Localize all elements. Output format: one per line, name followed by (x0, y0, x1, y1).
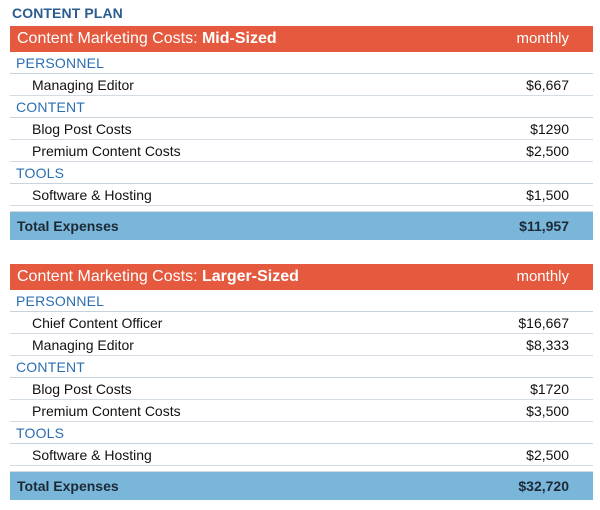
row-label: Software & Hosting (32, 447, 152, 463)
row-value: $16,667 (518, 315, 569, 331)
row-spacer (10, 466, 593, 472)
table-title-prefix: Content Marketing Costs: (17, 268, 202, 285)
table-row: Managing Editor $6,667 (10, 74, 593, 96)
table-title: Content Marketing Costs: Mid-Sized (17, 26, 277, 52)
table-title-size: Mid-Sized (201, 30, 277, 47)
table-row: Premium Content Costs $2,500 (10, 140, 593, 162)
row-value: $6,667 (526, 77, 569, 93)
total-label: Total Expenses (17, 218, 119, 234)
row-label: Managing Editor (32, 77, 134, 93)
column-header-monthly: monthly (516, 30, 569, 47)
row-value: $1290 (530, 121, 569, 137)
row-value: $2,500 (526, 143, 569, 159)
table-row: Software & Hosting $2,500 (10, 444, 593, 466)
section-tools: TOOLS (10, 422, 593, 444)
row-value: $2,500 (526, 447, 569, 463)
page-title: CONTENT PLAN (12, 5, 123, 21)
row-label: Blog Post Costs (32, 121, 132, 137)
total-row: Total Expenses $11,957 (10, 212, 593, 240)
table-header: Content Marketing Costs: Mid-Sized month… (10, 26, 593, 52)
section-tools: TOOLS (10, 162, 593, 184)
row-value: $3,500 (526, 403, 569, 419)
row-label: Premium Content Costs (32, 143, 181, 159)
total-label: Total Expenses (17, 478, 119, 494)
row-label: Chief Content Officer (32, 315, 163, 331)
section-content: CONTENT (10, 356, 593, 378)
cost-table-larger-sized: Content Marketing Costs: Larger-Sized mo… (10, 264, 593, 500)
table-row: Managing Editor $8,333 (10, 334, 593, 356)
table-row: Blog Post Costs $1720 (10, 378, 593, 400)
row-value: $1720 (530, 381, 569, 397)
cost-table-mid-sized: Content Marketing Costs: Mid-Sized month… (10, 26, 593, 240)
table-row: Software & Hosting $1,500 (10, 184, 593, 206)
table-header: Content Marketing Costs: Larger-Sized mo… (10, 264, 593, 290)
table-title-prefix: Content Marketing Costs: (17, 30, 202, 47)
row-label: Premium Content Costs (32, 403, 181, 419)
section-personnel: PERSONNEL (10, 290, 593, 312)
total-value: $32,720 (518, 478, 569, 494)
row-label: Managing Editor (32, 337, 134, 353)
table-row: Blog Post Costs $1290 (10, 118, 593, 140)
row-label: Blog Post Costs (32, 381, 132, 397)
section-personnel: PERSONNEL (10, 52, 593, 74)
table-row: Chief Content Officer $16,667 (10, 312, 593, 334)
row-value: $1,500 (526, 187, 569, 203)
row-value: $8,333 (526, 337, 569, 353)
column-header-monthly: monthly (516, 268, 569, 285)
table-title: Content Marketing Costs: Larger-Sized (17, 264, 299, 290)
total-row: Total Expenses $32,720 (10, 472, 593, 500)
table-row: Premium Content Costs $3,500 (10, 400, 593, 422)
total-value: $11,957 (519, 218, 569, 234)
row-label: Software & Hosting (32, 187, 152, 203)
section-content: CONTENT (10, 96, 593, 118)
row-spacer (10, 206, 593, 212)
table-title-size: Larger-Sized (201, 268, 299, 285)
